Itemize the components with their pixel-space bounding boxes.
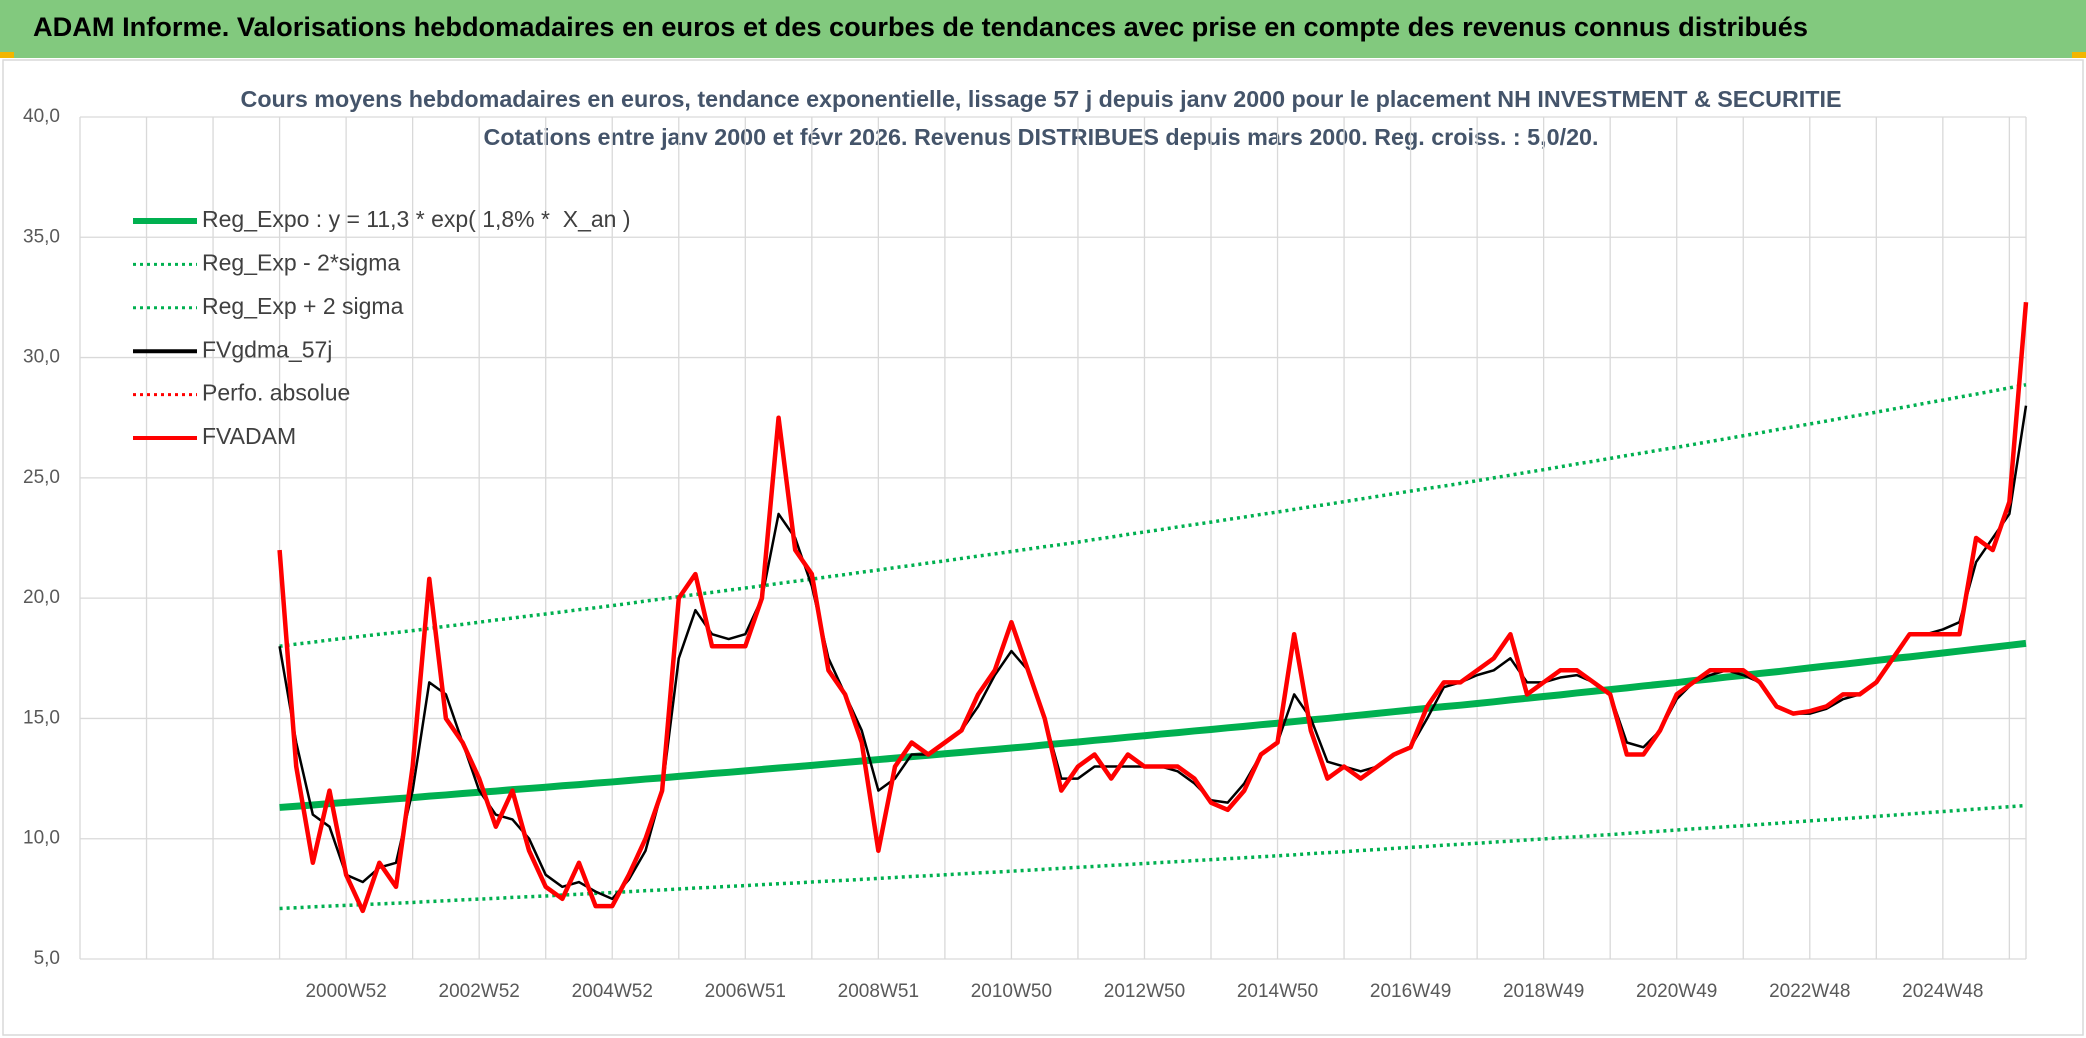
grid: 5,0 10,0 15,0 20,0 25,0 30,0 35,0 40,0 2000W52 20… xyxy=(23,106,2027,1002)
legend-label: Reg_Exp - 2*sigma xyxy=(202,249,400,275)
y-tick-label: 20,0 xyxy=(23,587,60,608)
x-tick-label: 2016W49 xyxy=(1370,981,1451,1002)
x-tick-label: 2014W50 xyxy=(1237,981,1318,1002)
y-tick-label: 30,0 xyxy=(23,347,60,368)
y-tick-label: 40,0 xyxy=(23,106,60,127)
x-tick-label: 2020W49 xyxy=(1636,981,1717,1002)
x-tick-label: 2024W48 xyxy=(1902,981,1983,1002)
x-tick-label: 2000W52 xyxy=(305,981,386,1002)
chart-frame xyxy=(2,59,2084,1036)
header-bar xyxy=(0,0,2086,58)
y-tick-label: 25,0 xyxy=(23,467,60,488)
legend-label: FVgdma_57j xyxy=(202,336,332,362)
series-line xyxy=(279,639,2027,811)
series-line xyxy=(277,302,2029,914)
chart-title: Cours moyens hebdomadaires en euros, ten… xyxy=(241,86,1842,112)
y-tick-label: 35,0 xyxy=(23,226,60,247)
plot-lines xyxy=(277,302,2029,914)
legend-label: Perfo. absolue xyxy=(202,380,350,406)
legend-label: Reg_Expo : y = 11,3 * exp( 1,8% * X_an ) xyxy=(202,206,631,232)
y-tick-label: 15,0 xyxy=(23,707,60,728)
x-tick-label: 2008W51 xyxy=(838,981,919,1002)
x-tick-label: 2010W50 xyxy=(971,981,1052,1002)
corner-mark xyxy=(0,52,14,58)
x-tick-label: 2018W49 xyxy=(1503,981,1584,1002)
legend: Reg_Expo : y = 11,3 * exp( 1,8% * X_an )… xyxy=(133,206,631,449)
x-tick-label: 2002W52 xyxy=(439,981,520,1002)
x-tick-label: 2022W48 xyxy=(1769,981,1850,1002)
chart-subtitle: Cotations entre janv 2000 et févr 2026. … xyxy=(484,124,1599,150)
header-title: ADAM Informe. Valorisations hebdomadaire… xyxy=(33,12,1808,42)
legend-label: FVADAM xyxy=(202,423,296,449)
y-tick-label: 5,0 xyxy=(34,948,60,969)
x-tick-label: 2012W50 xyxy=(1104,981,1185,1002)
x-tick-label: 2006W51 xyxy=(705,981,786,1002)
x-tick-label: 2004W52 xyxy=(572,981,653,1002)
series-line xyxy=(279,383,2027,648)
y-tick-label: 10,0 xyxy=(23,828,60,849)
corner-mark xyxy=(2072,52,2086,58)
legend-label: Reg_Exp + 2 sigma xyxy=(202,293,404,319)
series-line xyxy=(279,803,2027,911)
